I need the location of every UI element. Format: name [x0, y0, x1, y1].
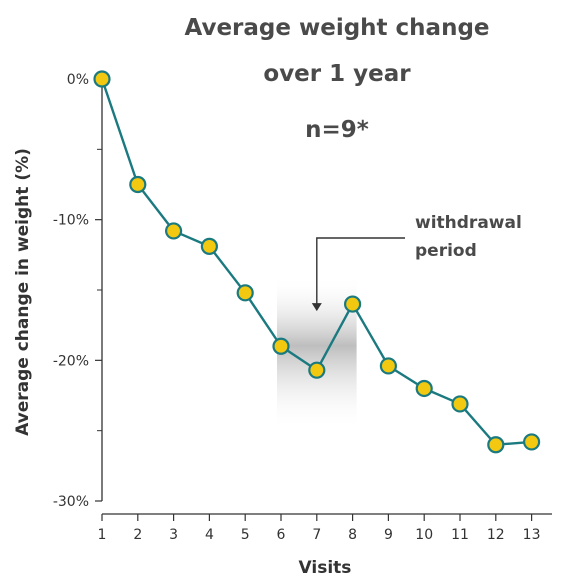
data-point: [522, 433, 541, 451]
annotation-text-line-2: period: [415, 241, 477, 261]
x-tick-label: 5: [241, 527, 250, 543]
data-point: [129, 175, 147, 194]
annotation-text-line-1: withdrawal: [415, 213, 522, 233]
x-tick-label: 4: [205, 527, 214, 543]
x-tick-label: 6: [277, 527, 286, 543]
data-point: [415, 379, 433, 398]
x-tick-label: 13: [523, 527, 541, 543]
x-tick-label: 7: [312, 527, 321, 543]
data-point: [200, 237, 218, 255]
y-tick-label: -30%: [53, 494, 89, 510]
chart-subtitle: n=9*: [305, 117, 369, 143]
x-tick-label: 9: [384, 527, 393, 543]
annotation-arrow-head: [311, 303, 322, 312]
data-point: [487, 436, 505, 454]
data-point: [272, 337, 290, 355]
data-point: [344, 295, 362, 313]
x-tick-label: 11: [451, 527, 469, 543]
y-axis-label: Average change in weight (%): [13, 148, 33, 436]
x-tick-label: 2: [133, 527, 142, 543]
data-point: [308, 361, 326, 379]
data-point: [236, 284, 254, 302]
data-point: [451, 395, 469, 413]
data-point: [93, 70, 111, 88]
x-tick-label: 3: [169, 527, 178, 543]
x-axis-label: Visits: [299, 558, 352, 578]
x-tick-label: 10: [415, 527, 433, 543]
annotation-arrow-line: [316, 237, 405, 306]
y-tick-label: -10%: [53, 213, 89, 229]
x-tick-label: 1: [98, 527, 107, 543]
data-point: [165, 222, 183, 240]
y-tick-label: -20%: [53, 353, 89, 369]
chart-title-line-2: over 1 year: [263, 61, 411, 87]
y-tick-label: 0%: [67, 72, 89, 88]
chart-title-line-1: Average weight change: [184, 15, 489, 41]
data-point: [379, 357, 397, 375]
x-tick-label: 12: [487, 527, 505, 543]
x-tick-label: 8: [348, 527, 357, 543]
